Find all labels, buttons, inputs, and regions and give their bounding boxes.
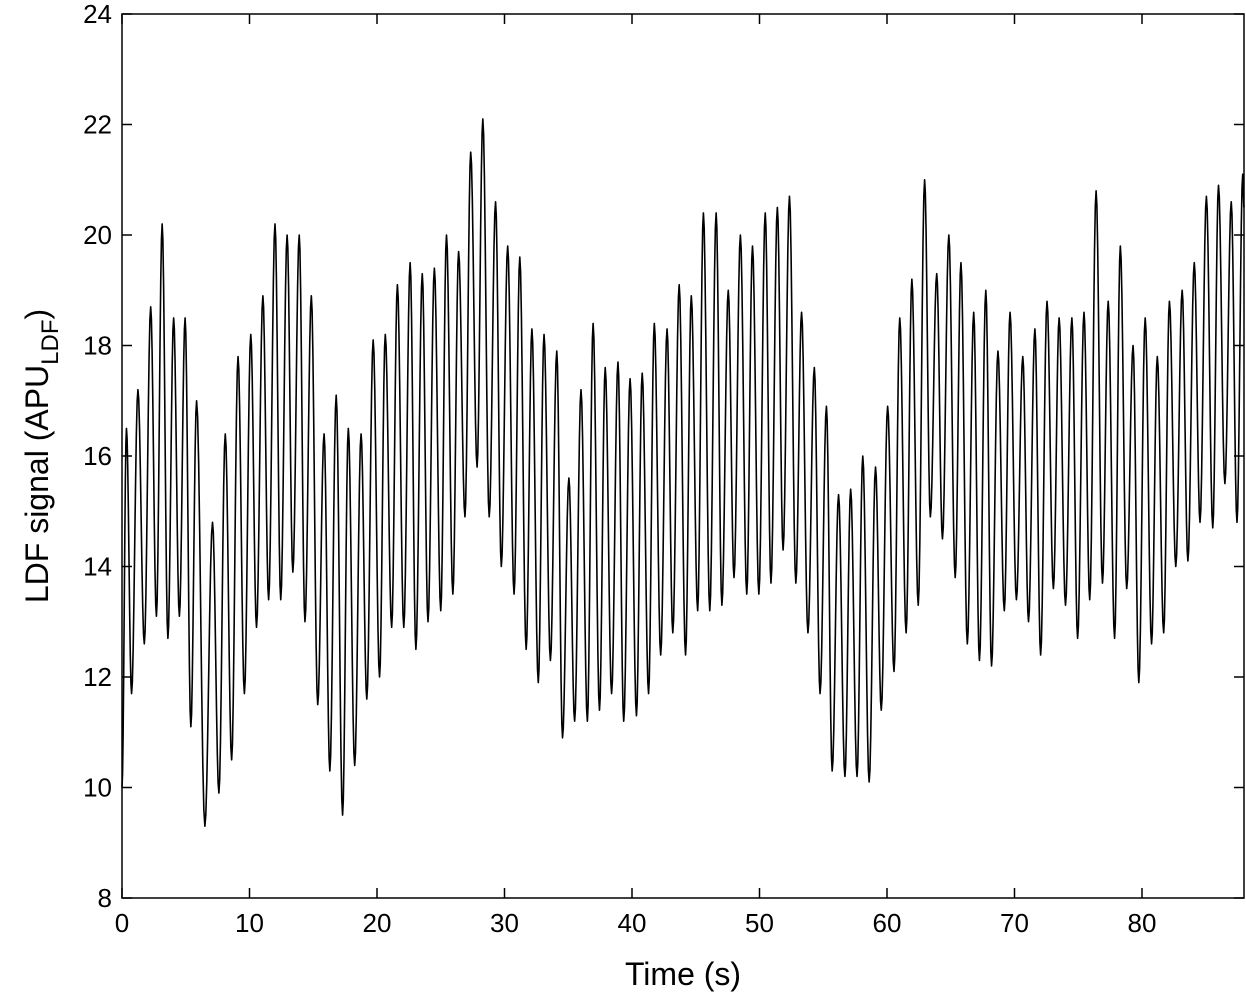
x-tick-label: 30 [490,908,519,938]
x-tick-label: 50 [745,908,774,938]
x-tick-label: 0 [115,908,129,938]
x-tick-label: 10 [235,908,264,938]
plot-frame [121,13,1245,899]
y-tick-label: 10 [83,773,112,803]
y-tick-label: 8 [98,883,112,913]
y-axis-label-subscript: LDF [37,320,64,365]
y-tick-label: 22 [83,110,112,140]
y-axis-label-main: LDF signal (APU [19,365,55,603]
y-tick-label: 24 [83,0,112,29]
x-axis-label: Time (s) [625,956,741,992]
tick-labels-layer: 0 10 20 30 40 50 60 70 80 8 10 12 14 16 18 20 22 24 [83,0,1156,938]
y-tick-label: 18 [83,331,112,361]
x-tick-label: 40 [618,908,647,938]
y-axis-label-suffix: ) [19,309,55,320]
x-tick-label: 80 [1128,908,1157,938]
y-tick-label: 12 [83,662,112,692]
y-tick-label: 14 [83,552,112,582]
x-tick-label: 20 [363,908,392,938]
y-tick-label: 16 [83,441,112,471]
x-tick-label: 70 [1000,908,1029,938]
ldf-signal-line [121,118,1245,827]
y-axis-label: LDF signal (APULDF) [19,309,64,603]
y-tick-label: 20 [83,220,112,250]
x-tick-label: 60 [873,908,902,938]
